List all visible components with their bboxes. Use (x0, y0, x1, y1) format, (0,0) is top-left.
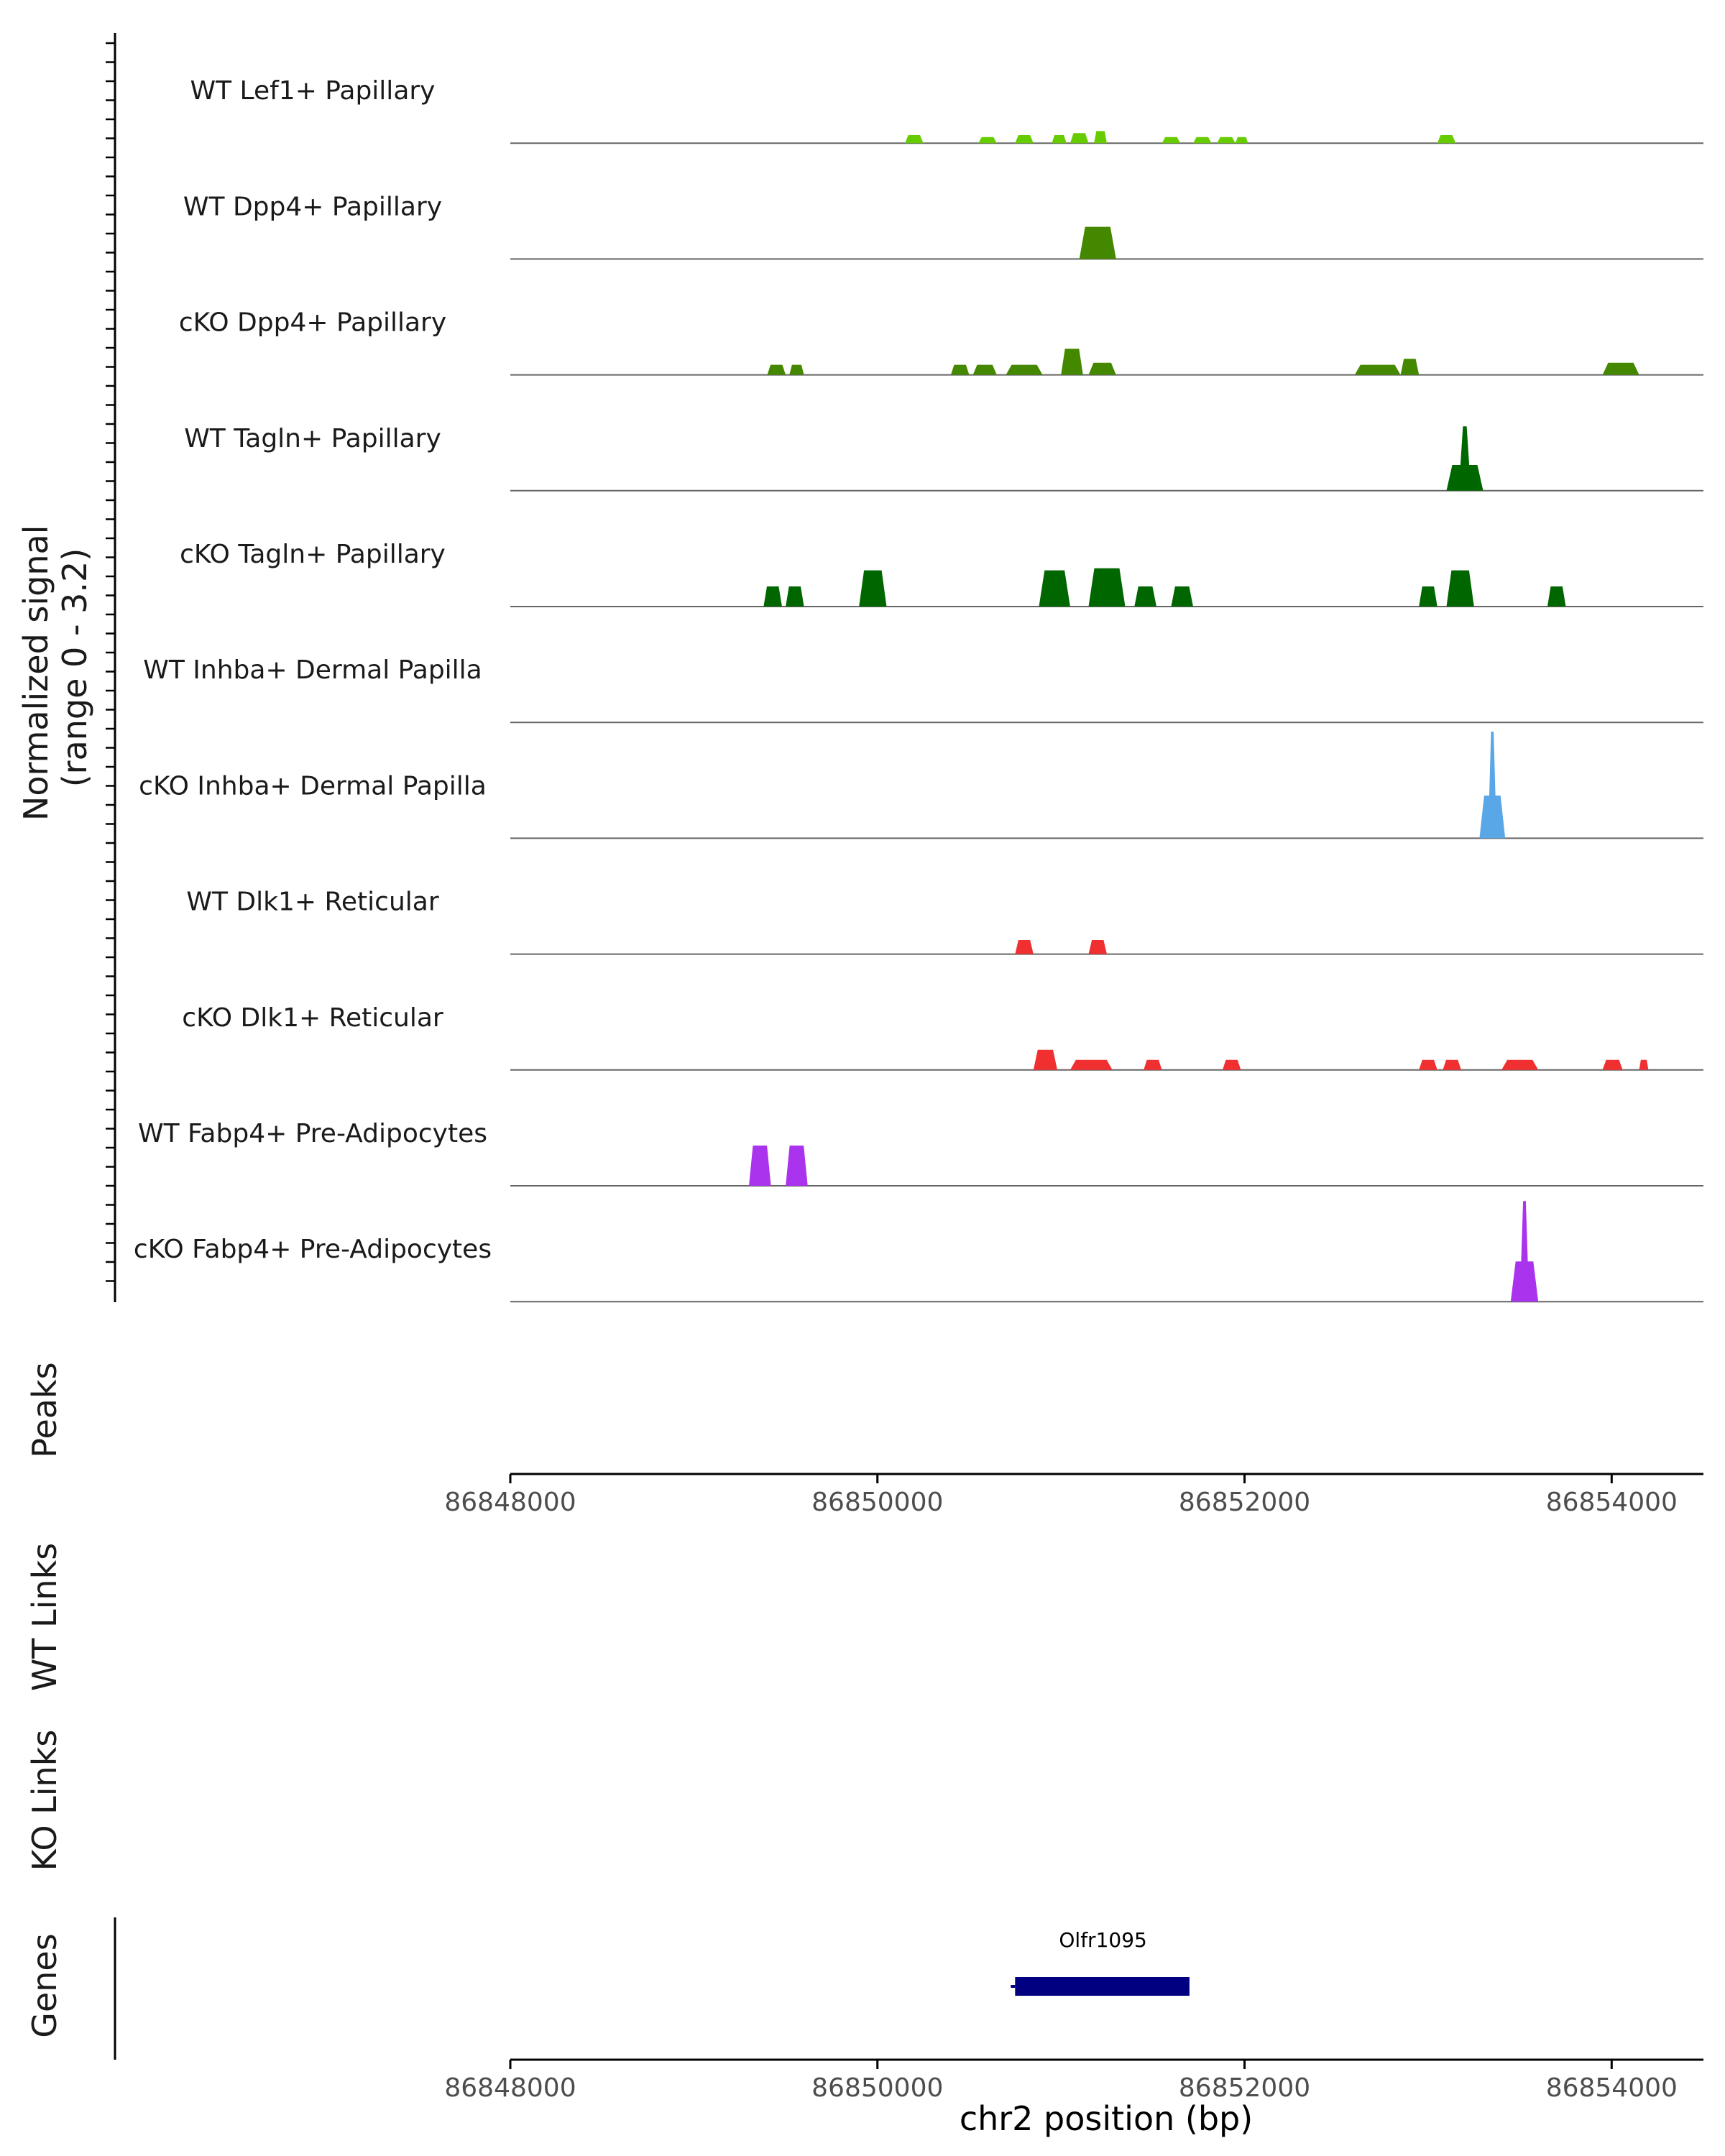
x-tick-label: 86848000 (444, 1488, 576, 1517)
coverage-peak (1639, 1059, 1649, 1070)
coverage-peak (763, 586, 782, 607)
x-tick-label: 86852000 (1179, 1488, 1310, 1517)
coverage-peak (1510, 1201, 1539, 1302)
coverage-peak (1479, 732, 1506, 839)
coverage-peak (1217, 137, 1236, 144)
coverage-y-axis-title: Normalized signal (range 0 - 3.2) (17, 515, 94, 821)
x-tick-label: 86848000 (444, 2073, 576, 2103)
x-tick-label: 86854000 (1546, 1488, 1678, 1517)
wt-links-panel-title: WT Links (25, 1543, 64, 1691)
ko-links-panel-title: KO Links (25, 1730, 64, 1871)
track-6: cKO Inhba+ Dermal Papilla (139, 732, 1703, 839)
coverage-tracks: WT Lef1+ Papillary WT Dpp4+ Papillary cKO … (134, 76, 1703, 1303)
track-0: WT Lef1+ Papillary (190, 76, 1703, 144)
coverage-peak (1162, 137, 1181, 144)
coverage-peak (1052, 135, 1067, 144)
peaks-x-ticks: 86848000 86850000 86852000 86854000 (444, 1474, 1678, 1517)
track-5: WT Inhba+ Dermal Papilla (143, 655, 1703, 724)
coverage-peak (1235, 137, 1248, 144)
track-label: WT Inhba+ Dermal Papilla (143, 655, 482, 685)
x-tick-label: 86854000 (1546, 2073, 1678, 2103)
coverage-peak (1602, 1059, 1623, 1070)
x-axis-title: chr2 position (bp) (960, 2099, 1253, 2138)
coverage-peak (1400, 359, 1420, 375)
track-label: WT Tagln+ Papillary (184, 424, 441, 453)
track-3: WT Tagln+ Papillary (184, 424, 1703, 492)
coverage-peak (1134, 586, 1156, 607)
coverage-peak (1015, 940, 1034, 954)
coverage-peak (1088, 362, 1116, 375)
coverage-peak (1547, 586, 1566, 607)
track-4: cKO Tagln+ Papillary (180, 540, 1703, 607)
coverage-peak (859, 570, 887, 607)
track-label: cKO Inhba+ Dermal Papilla (139, 771, 487, 801)
coverage-peak (786, 586, 804, 607)
track-10: cKO Fabp4+ Pre-Adipocytes (134, 1201, 1703, 1303)
track-7: WT Dlk1+ Reticular (186, 888, 1703, 955)
coverage-peak (1144, 1059, 1162, 1070)
coverage-peak (1446, 570, 1474, 607)
track-label: WT Dpp4+ Papillary (183, 192, 442, 221)
coverage-peak (1222, 1059, 1241, 1070)
x-tick-label: 86850000 (811, 1488, 943, 1517)
track-1: WT Dpp4+ Papillary (183, 192, 1703, 260)
genes-x-ticks: 86848000 86850000 86852000 86854000 (444, 2060, 1678, 2103)
coverage-peak (749, 1146, 771, 1186)
coverage-peak (950, 364, 970, 375)
coverage-peak (786, 1146, 808, 1186)
track-8: cKO Dlk1+ Reticular (182, 1003, 1703, 1071)
coverage-peak (1437, 135, 1456, 144)
coverage-peak (972, 364, 997, 375)
track-label: WT Lef1+ Papillary (190, 76, 436, 106)
coverage-y-ticks (106, 42, 115, 1282)
coverage-peak (1443, 1059, 1461, 1070)
coverage-peak (1602, 362, 1639, 375)
coverage-peak (1015, 135, 1034, 144)
track-label: cKO Fabp4+ Pre-Adipocytes (134, 1235, 492, 1264)
coverage-peak (1079, 226, 1116, 259)
coverage-peak (1501, 1059, 1539, 1070)
coverage-peak (1354, 364, 1401, 375)
x-tick-label: 86850000 (811, 2073, 943, 2103)
coverage-peak (1419, 1059, 1438, 1070)
track-label: WT Dlk1+ Reticular (186, 888, 438, 917)
coverage-peak (1193, 137, 1212, 144)
coverage-peak (1006, 364, 1043, 375)
coverage-peak (1061, 349, 1083, 375)
track-label: cKO Tagln+ Papillary (180, 540, 446, 569)
track-label: cKO Dpp4+ Papillary (179, 308, 446, 338)
coverage-peak (1033, 1049, 1057, 1070)
coverage-peak (1088, 568, 1126, 607)
coverage-peak (1039, 570, 1070, 607)
track-2: cKO Dpp4+ Papillary (179, 308, 1703, 376)
coverage-peak (1446, 426, 1484, 491)
genes-panel-title: Genes (25, 1933, 64, 2037)
coverage-peak (767, 364, 786, 375)
gene-label: Olfr1095 (1059, 1928, 1146, 1952)
coverage-peak (1094, 131, 1107, 144)
track-9: WT Fabp4+ Pre-Adipocytes (138, 1119, 1703, 1187)
coverage-peak (789, 364, 804, 375)
coverage-peak (1070, 1059, 1113, 1070)
coverage-peak (978, 137, 997, 144)
coverage-peak (905, 135, 924, 144)
coverage-peak (1419, 586, 1438, 607)
coverage-peak (1070, 133, 1089, 144)
coverage-peak (1171, 586, 1193, 607)
track-label: WT Fabp4+ Pre-Adipocytes (138, 1119, 487, 1148)
x-tick-label: 86852000 (1179, 2073, 1310, 2103)
peaks-panel-title: Peaks (25, 1362, 64, 1457)
gene-annotations: Olfr1095 (1011, 1928, 1190, 1996)
gene-body (1015, 1977, 1190, 1996)
coverage-peak (1088, 940, 1107, 954)
track-label: cKO Dlk1+ Reticular (182, 1003, 443, 1033)
